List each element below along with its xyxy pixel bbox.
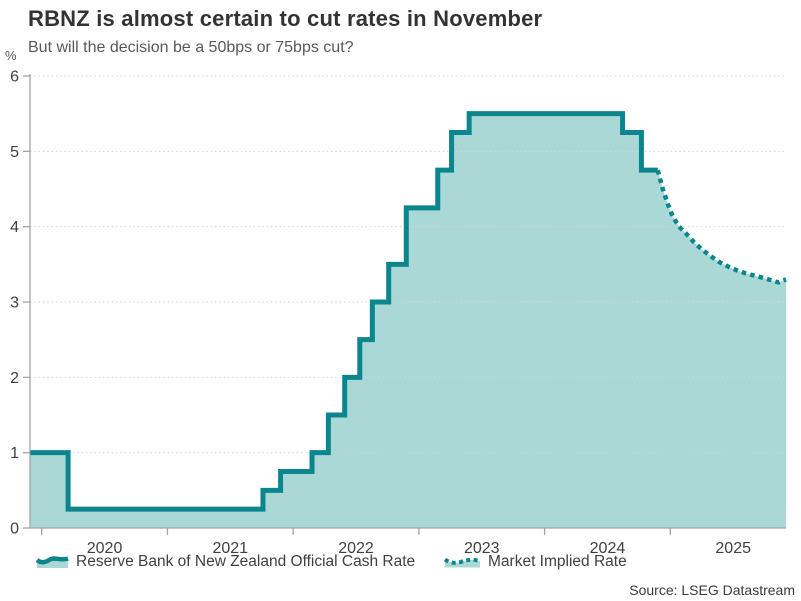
svg-text:2021: 2021 [212,540,248,557]
svg-text:2025: 2025 [715,540,751,557]
svg-text:3: 3 [10,295,19,312]
chart-subtitle: But will the decision be a 50bps or 75bp… [28,39,354,56]
chart-title: RBNZ is almost certain to cut rates in N… [28,6,543,31]
svg-text:2024: 2024 [590,540,626,557]
svg-text:1: 1 [10,445,19,462]
legend-label-official-cash-rate: Reserve Bank of New Zealand Official Cas… [76,553,416,570]
legend-item-official-cash-rate: Reserve Bank of New Zealand Official Cas… [36,553,415,571]
svg-text:0: 0 [10,521,19,538]
legend-item-market-implied-rate: Market Implied Rate [444,553,627,571]
legend-label-market-implied-rate: Market Implied Rate [488,553,627,570]
svg-text:2: 2 [10,370,19,387]
svg-text:2022: 2022 [338,540,374,557]
svg-text:4: 4 [10,219,19,236]
dotted-line-legend-swatch-icon [444,557,481,567]
svg-text:5: 5 [10,144,19,161]
svg-text:2020: 2020 [87,540,123,557]
svg-text:2023: 2023 [464,540,500,557]
source-attribution: Source: LSEG Datastream [629,582,795,598]
svg-text:6: 6 [10,69,19,86]
y-axis-unit-label: % [5,48,17,63]
area-line-legend-swatch-icon [36,555,69,568]
